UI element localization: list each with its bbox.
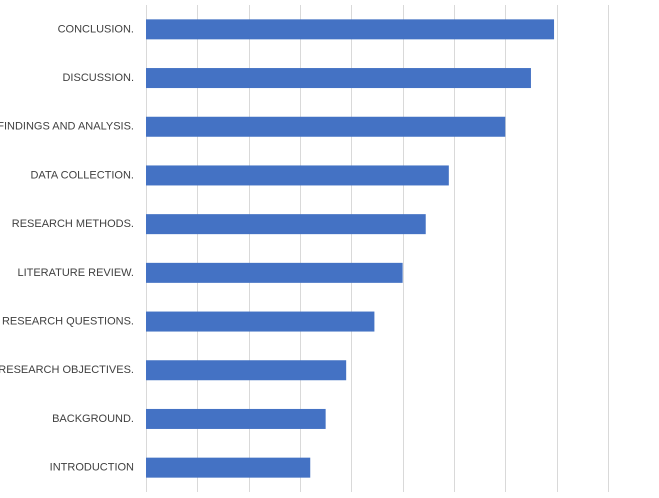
bar	[146, 262, 403, 283]
y-tick-label: RESEARCH METHODS.	[12, 218, 134, 230]
y-tick-label: CONCLUSION.	[58, 23, 134, 35]
bar	[146, 68, 531, 89]
y-tick-label: LITERATURE REVIEW.	[17, 267, 134, 279]
y-tick-label: DISCUSSION.	[62, 72, 134, 84]
y-tick-label: BACKGROUND.	[52, 413, 134, 425]
bar	[146, 457, 311, 478]
y-tick-label: FINDINGS AND ANALYSIS.	[0, 121, 134, 133]
bar	[146, 214, 426, 235]
bar	[146, 19, 555, 40]
bar	[146, 360, 347, 381]
y-tick-label: DATA COLLECTION.	[30, 169, 134, 181]
y-tick-label: RESEARCH OBJECTIVES.	[0, 364, 134, 376]
y-tick-label: INTRODUCTION	[50, 462, 134, 474]
bar	[146, 116, 506, 137]
y-tick-label: RESEARCH QUESTIONS.	[2, 315, 134, 327]
bar	[146, 165, 449, 186]
bar	[146, 311, 375, 332]
bar	[146, 408, 326, 429]
